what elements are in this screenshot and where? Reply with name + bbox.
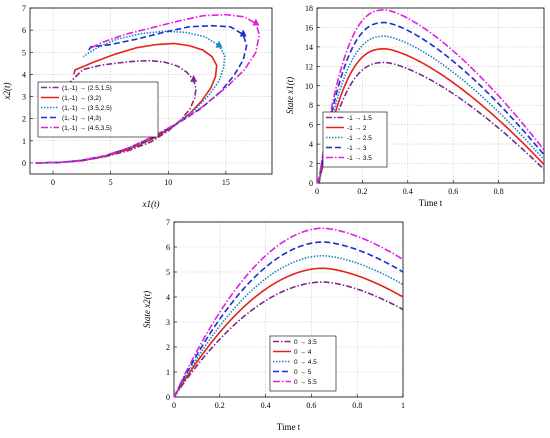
- phase-ytick-label-1: 1: [22, 137, 26, 146]
- x1state-legend-label-4: -1 → 3.5: [347, 155, 372, 162]
- x1state-ytick-label-5: 10: [305, 82, 313, 91]
- phase-series-line-2: [35, 30, 226, 164]
- x2state-ytick-label-6: 6: [166, 243, 170, 252]
- phase-xtick-label-1: 5: [109, 178, 113, 187]
- phase-xtick-label-2: 10: [164, 178, 172, 187]
- x2state-legend: 0 → 3.5 0 → 4 0 → 4.5 0 → 5 0 → 5.5: [269, 335, 337, 392]
- x2state-ytick-label-0: 0: [166, 393, 170, 402]
- phase-series-arrow-3: [239, 29, 247, 37]
- x2state-ytick-label-3: 3: [166, 318, 170, 327]
- x1state-legend-label-1: -1 → 2: [347, 125, 367, 132]
- x1state-ytick-label-2: 4: [309, 140, 313, 149]
- x1state-legend: -1 → 1.5 -1 → 2 -1 → 2.5 -1 → 3 -1 → 3.5: [322, 111, 388, 168]
- phase-series-arrow-2: [215, 40, 223, 48]
- x1state-ytick-label-8: 16: [305, 23, 313, 32]
- x1state-legend-label-0: -1 → 1.5: [347, 115, 372, 122]
- phase-legend-label-2: (1,-1) → (3.5,2.5): [62, 105, 112, 112]
- phase-ytick-label-2: 2: [22, 115, 26, 124]
- x1state-legend-box: [322, 111, 388, 168]
- x2state-legend-box: [269, 335, 337, 392]
- phase-ytick-label-3: 3: [22, 93, 26, 102]
- phase-xtick-label-0: 0: [51, 178, 55, 187]
- x1state-legend-label-2: -1 → 2.5: [347, 135, 372, 142]
- x2state-legend-label-2: 0 → 4.5: [294, 359, 317, 366]
- x2state-ytick-label-2: 2: [166, 343, 170, 352]
- phase-series-arrow-0: [190, 74, 198, 82]
- phase-legend-label-1: (1,-1) → (3,2): [62, 95, 101, 102]
- x2state-xtick-label-2: 0.4: [261, 401, 271, 410]
- x1state-ytick-label-0: 0: [309, 179, 313, 188]
- x2state-legend-label-3: 0 → 5: [294, 369, 312, 376]
- x2state-panel: 0 0.2 0.4 0.6 0.8 1 0 1 2 3 4 5 6 7 Time t State x2(t) 0…: [142, 218, 405, 432]
- x1state-xtick-label-0: 0: [315, 187, 319, 196]
- x2state-legend-label-4: 0 → 5.5: [294, 379, 317, 386]
- x1state-series-line-0: [316, 61, 545, 184]
- x1state-xlabel: Time t: [419, 198, 443, 208]
- x1state-panel: 0 0.2 0.4 0.6 0.8 0 2 4 6 8 10 12 14 16 18 Time t State …: [285, 4, 545, 208]
- phase-ytick-label-0: 0: [22, 159, 26, 168]
- x2state-series-line-4: [173, 227, 404, 398]
- x1state-ytick-label-3: 6: [309, 121, 313, 130]
- x1state-ytick-label-9: 18: [305, 4, 313, 13]
- phase-legend-label-4: (1,-1) → (4.5,3.5): [62, 125, 112, 132]
- x2state-xtick-label-5: 1: [401, 401, 405, 410]
- x1state-ytick-label-4: 8: [309, 101, 313, 110]
- x1state-xtick-label-4: 0.8: [494, 187, 504, 196]
- phase-ytick-label-5: 5: [22, 48, 26, 57]
- x2state-series-line-1: [173, 267, 404, 398]
- x2state-series-line-0: [173, 281, 404, 398]
- phase-ytick-label-6: 6: [22, 26, 26, 35]
- x1state-xtick-label-2: 0.4: [403, 187, 413, 196]
- x2state-legend-label-0: 0 → 3.5: [294, 339, 317, 346]
- x2state-ytick-label-1: 1: [166, 368, 170, 377]
- x1state-ytick-label-7: 14: [305, 43, 313, 52]
- phase-series-arrow-4: [252, 18, 260, 26]
- x1state-series-line-4: [316, 9, 545, 184]
- x1state-ytick-label-1: 2: [309, 160, 313, 169]
- x1state-series-line-1: [316, 48, 545, 184]
- x1state-axes-frame: [316, 7, 545, 184]
- x1state-legend-label-3: -1 → 3: [347, 145, 367, 152]
- phase-xlabel: x1(t): [142, 199, 160, 209]
- phase-ytick-label-4: 4: [22, 70, 26, 79]
- phase-xtick-label-3: 15: [222, 178, 230, 187]
- phase-axes-frame: [29, 7, 273, 175]
- x2state-series-line-3: [173, 241, 404, 398]
- phase-legend: (1,-1) → (2.5,1.5) (1,-1) → (3,2) (1,-1) →…: [37, 81, 159, 138]
- phase-series-line-4: [35, 13, 261, 164]
- x2state-xtick-label-1: 0.2: [215, 401, 225, 410]
- x2state-xtick-label-3: 0.6: [306, 401, 316, 410]
- x1state-ylabel: State x1(t): [285, 77, 295, 114]
- x2state-series-line-2: [173, 254, 404, 398]
- phase-legend-label-3: (1,-1) → (4,3): [62, 115, 101, 122]
- phase-ylabel: x2(t): [2, 83, 12, 101]
- phase-panel: 0 5 10 15 0 1 2 3 4 5 6 7 x1(t) x2(t) (1,-1) → (2.5,1.…: [2, 4, 273, 209]
- phase-legend-label-0: (1,-1) → (2.5,1.5): [62, 85, 112, 92]
- x2state-xlabel: Time t: [277, 422, 301, 432]
- phase-ytick-label-7: 7: [22, 4, 26, 13]
- x2state-ytick-label-4: 4: [166, 293, 170, 302]
- x1state-ytick-label-6: 12: [305, 62, 313, 71]
- x2state-ytick-label-5: 5: [166, 268, 170, 277]
- x1state-series-line-3: [316, 21, 545, 184]
- x2state-ytick-label-7: 7: [166, 218, 170, 227]
- x2state-ylabel: State x2(t): [142, 291, 152, 328]
- x1state-xtick-label-1: 0.2: [357, 187, 367, 196]
- x1state-xtick-label-3: 0.6: [448, 187, 458, 196]
- x2state-legend-label-1: 0 → 4: [294, 349, 312, 356]
- x2state-xtick-label-0: 0: [172, 401, 176, 410]
- x2state-xtick-label-4: 0.8: [352, 401, 362, 410]
